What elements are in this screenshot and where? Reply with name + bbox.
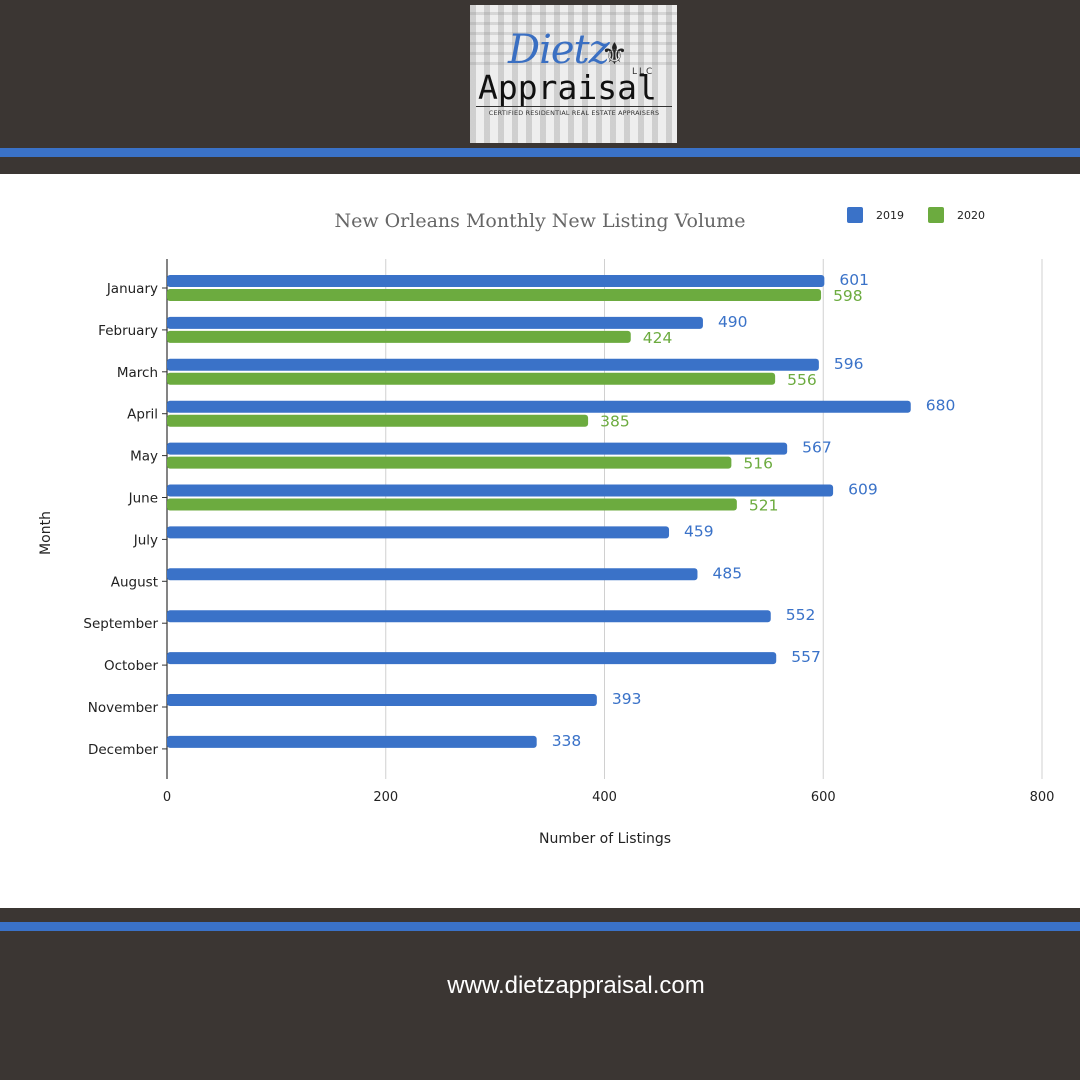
bars	[167, 275, 911, 748]
data-label-2019: 459	[684, 522, 714, 540]
data-label-2020: 424	[643, 329, 673, 347]
data-label-2019: 485	[712, 564, 742, 582]
data-label-2020: 598	[833, 287, 863, 305]
data-label-2019: 567	[802, 439, 832, 457]
top-blue-stripe	[0, 148, 1080, 157]
category-label: March	[117, 365, 158, 381]
logo-llc-text: LLC	[632, 67, 655, 77]
x-tick-label: 200	[373, 790, 398, 805]
header-bar: Dietz ⚜ LLC Appraisal CERTIFIED RESIDENT…	[0, 0, 1080, 148]
bar-2020-march	[167, 372, 776, 385]
bar-2020-june	[167, 498, 737, 511]
bottom-blue-stripe	[0, 922, 1080, 931]
bar-2019-february	[167, 316, 703, 329]
category-labels: January February March April May June July Augu…	[83, 281, 167, 758]
bar-2019-july	[167, 526, 670, 539]
bar-2019-may	[167, 442, 788, 455]
chart-title: New Orleans Monthly New Listing Volume	[334, 210, 745, 232]
logo-building-backdrop	[470, 5, 677, 143]
bar-2019-april	[167, 400, 911, 413]
category-label: January	[106, 281, 158, 297]
bar-2020-april	[167, 414, 589, 427]
x-tick-label: 0	[163, 790, 171, 805]
legend-label-2020: 2020	[957, 209, 985, 222]
chart-legend: 2019 2020	[847, 207, 985, 223]
category-label: June	[128, 491, 158, 507]
chart-panel: 601 598 490 424 596 556 680 385 567 516 609 521 459 4…	[0, 174, 1080, 908]
data-label-2019: 393	[612, 690, 642, 708]
bar-2019-august	[167, 568, 698, 581]
dietz-appraisal-logo: Dietz ⚜ LLC Appraisal CERTIFIED RESIDENT…	[470, 5, 677, 143]
category-label: May	[130, 449, 158, 465]
category-label: November	[88, 700, 159, 716]
category-label: September	[83, 616, 158, 632]
x-tick-labels: 0 200 400 600 800	[163, 790, 1055, 805]
category-label: October	[104, 658, 158, 674]
data-label-2019: 557	[791, 648, 821, 666]
x-tick-label: 600	[811, 790, 836, 805]
bar-2020-january	[167, 289, 822, 301]
logo-script-text: Dietz	[508, 27, 610, 73]
category-label: February	[98, 323, 158, 339]
bar-2019-june	[167, 484, 834, 497]
data-label-2020: 521	[749, 497, 779, 515]
footer-website-url[interactable]: www.dietzappraisal.com	[447, 972, 705, 999]
data-label-2019: 601	[839, 271, 869, 289]
category-label: August	[111, 574, 158, 590]
bar-2019-december	[167, 735, 537, 748]
data-label-2019: 338	[552, 732, 582, 750]
legend-swatch-2019	[847, 207, 863, 223]
x-tick-label: 400	[592, 790, 617, 805]
data-label-2019: 552	[786, 606, 816, 624]
x-axis-label: Number of Listings	[539, 831, 671, 847]
category-label: December	[88, 742, 158, 758]
bar-2020-february	[167, 330, 631, 343]
bar-2019-september	[167, 610, 771, 623]
data-label-2020: 516	[743, 455, 773, 473]
bar-2019-october	[167, 652, 777, 665]
bar-2020-may	[167, 456, 732, 469]
y-axis-label: Month	[38, 511, 54, 555]
data-label-2020: 556	[787, 371, 817, 389]
logo-main-text: Appraisal	[478, 68, 657, 107]
logo-building-windows	[470, 5, 677, 65]
data-label-2019: 490	[718, 313, 748, 331]
legend-swatch-2020	[928, 207, 944, 223]
bar-2019-march	[167, 358, 819, 371]
data-label-2019: 680	[926, 397, 956, 415]
data-label-2020: 385	[600, 413, 630, 431]
x-tick-label: 800	[1030, 790, 1055, 805]
fleur-de-lis-icon: ⚜	[601, 37, 628, 72]
bar-2019-january	[167, 275, 825, 287]
data-label-2019: 596	[834, 355, 864, 373]
bar-2019-november	[167, 694, 597, 706]
category-label: April	[127, 407, 158, 423]
logo-tagline: CERTIFIED RESIDENTIAL REAL ESTATE APPRAI…	[476, 106, 672, 117]
category-label: July	[133, 532, 158, 548]
legend-label-2019: 2019	[876, 209, 904, 222]
gridlines	[166, 259, 1043, 779]
data-label-2019: 609	[848, 481, 878, 499]
